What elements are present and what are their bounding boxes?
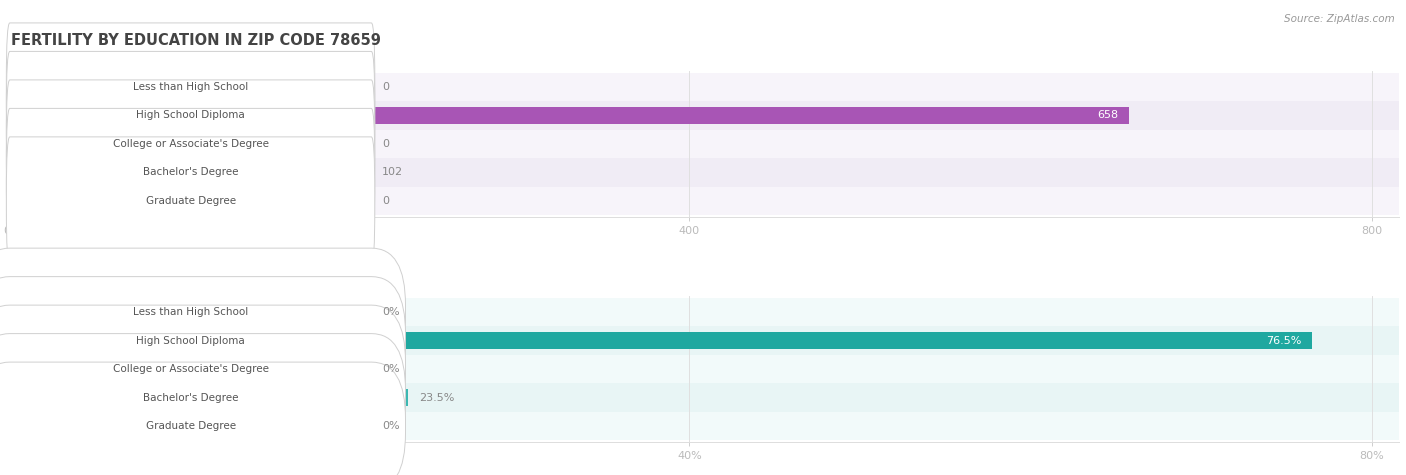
FancyBboxPatch shape [0,305,405,433]
Text: 76.5%: 76.5% [1265,336,1301,346]
FancyBboxPatch shape [0,276,405,405]
Bar [0,130,1406,158]
Bar [7,164,181,181]
Text: 0%: 0% [382,307,399,317]
Text: High School Diploma: High School Diploma [136,336,245,346]
Text: FERTILITY BY EDUCATION IN ZIP CODE 78659: FERTILITY BY EDUCATION IN ZIP CODE 78659 [11,33,381,48]
FancyBboxPatch shape [0,333,405,462]
Bar [0,326,1406,355]
Bar [0,383,1406,412]
FancyBboxPatch shape [7,108,375,237]
Text: 0: 0 [382,82,389,92]
Text: 658: 658 [1098,110,1119,120]
Text: 0%: 0% [382,364,399,374]
Text: Bachelor's Degree: Bachelor's Degree [143,393,239,403]
Bar [0,101,1406,130]
Bar [0,73,1406,101]
Text: 0: 0 [382,139,389,149]
Text: 0: 0 [382,196,389,206]
FancyBboxPatch shape [0,248,405,376]
Text: 23.5%: 23.5% [419,393,454,403]
Bar [0,298,1406,326]
Text: Less than High School: Less than High School [134,307,249,317]
FancyBboxPatch shape [7,137,375,265]
Text: College or Associate's Degree: College or Associate's Degree [112,139,269,149]
FancyBboxPatch shape [0,362,405,475]
Text: 0%: 0% [382,421,399,431]
FancyBboxPatch shape [7,51,375,180]
Bar [0,355,1406,383]
Text: Bachelor's Degree: Bachelor's Degree [143,167,239,177]
Bar [0,158,1406,187]
Bar [0,187,1406,215]
Text: College or Associate's Degree: College or Associate's Degree [112,364,269,374]
Text: 102: 102 [382,167,404,177]
Text: Graduate Degree: Graduate Degree [145,421,236,431]
FancyBboxPatch shape [7,80,375,208]
Text: High School Diploma: High School Diploma [136,110,245,120]
Bar [0,412,1406,440]
FancyBboxPatch shape [7,23,375,151]
Bar [7,389,408,406]
Bar [7,332,1312,349]
Text: Source: ZipAtlas.com: Source: ZipAtlas.com [1284,14,1395,24]
Text: Graduate Degree: Graduate Degree [145,196,236,206]
Text: Less than High School: Less than High School [134,82,249,92]
Bar [7,107,1129,124]
